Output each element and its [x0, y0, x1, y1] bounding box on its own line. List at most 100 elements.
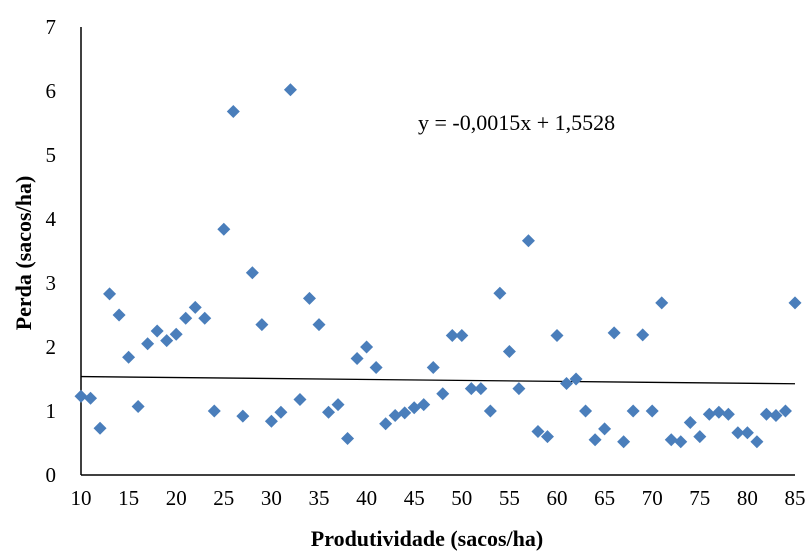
y-tick-label: 6	[46, 79, 57, 103]
data-point	[769, 408, 783, 422]
data-point	[103, 287, 117, 301]
data-point	[550, 328, 564, 342]
x-tick-label: 70	[642, 486, 663, 510]
data-point	[179, 311, 193, 325]
data-point	[417, 398, 431, 412]
y-tick-label: 1	[46, 399, 57, 423]
data-point	[236, 409, 250, 423]
data-point	[322, 405, 336, 419]
data-point	[207, 404, 221, 418]
data-point	[141, 337, 155, 351]
data-point	[464, 382, 478, 396]
data-point	[588, 433, 602, 447]
data-point	[569, 372, 583, 386]
data-point	[160, 334, 174, 348]
data-point	[93, 421, 107, 435]
data-point	[607, 326, 621, 340]
x-tick-label: 15	[118, 486, 139, 510]
data-point	[645, 404, 659, 418]
data-point	[398, 406, 412, 420]
data-point	[598, 422, 612, 436]
x-tick-label: 50	[451, 486, 472, 510]
data-point	[788, 296, 802, 310]
data-point	[150, 324, 164, 338]
y-tick-label: 7	[46, 15, 57, 39]
data-point	[693, 430, 707, 444]
data-point	[778, 404, 792, 418]
data-point	[512, 382, 526, 396]
data-point	[360, 340, 374, 354]
y-tick-label: 3	[46, 271, 57, 295]
data-point	[217, 222, 231, 236]
data-point	[502, 344, 516, 358]
data-point	[655, 296, 669, 310]
x-tick-label: 30	[261, 486, 282, 510]
y-tick-label: 5	[46, 143, 57, 167]
x-tick-label: 85	[785, 486, 806, 510]
data-point	[245, 266, 259, 280]
data-point	[255, 318, 269, 332]
data-point	[759, 407, 773, 421]
data-point	[531, 424, 545, 438]
data-point	[455, 328, 469, 342]
data-point	[283, 83, 297, 97]
data-point	[474, 382, 488, 396]
data-point	[636, 328, 650, 342]
x-axis-title: Produtividade (sacos/ha)	[311, 526, 543, 551]
x-tick-label: 65	[594, 486, 615, 510]
data-point	[169, 327, 183, 341]
x-axis-ticks: 10 15 20 25 30 35 40 45 50 55 60 65 70 75 80 85	[71, 486, 806, 510]
data-point	[540, 430, 554, 444]
data-point	[483, 404, 497, 418]
data-point	[312, 318, 326, 332]
y-tick-label: 0	[46, 463, 57, 487]
x-tick-label: 40	[356, 486, 377, 510]
data-point	[721, 407, 735, 421]
data-point	[302, 291, 316, 305]
data-point	[274, 405, 288, 419]
x-tick-label: 80	[737, 486, 758, 510]
data-point	[493, 286, 507, 300]
data-point	[74, 389, 88, 403]
data-point	[664, 433, 678, 447]
data-point	[226, 104, 240, 118]
data-point	[293, 392, 307, 406]
data-point	[388, 408, 402, 422]
data-point	[122, 350, 136, 364]
data-point	[341, 432, 355, 446]
data-point	[379, 417, 393, 431]
data-points	[74, 83, 802, 449]
data-point	[84, 391, 98, 405]
data-point	[683, 416, 697, 430]
data-point	[674, 435, 688, 449]
x-tick-label: 55	[499, 486, 520, 510]
data-point	[712, 405, 726, 419]
x-tick-label: 35	[309, 486, 330, 510]
x-tick-label: 20	[166, 486, 187, 510]
data-point	[740, 426, 754, 440]
data-point	[198, 311, 212, 325]
data-point	[521, 234, 535, 248]
data-point	[445, 328, 459, 342]
x-tick-label: 10	[71, 486, 92, 510]
x-tick-label: 25	[213, 486, 234, 510]
data-point	[112, 308, 126, 322]
data-point	[188, 300, 202, 314]
data-point	[264, 414, 278, 428]
trendline-equation: y = -0,0015x + 1,5528	[418, 110, 615, 135]
data-point	[331, 398, 345, 412]
x-tick-label: 75	[689, 486, 710, 510]
data-point	[426, 360, 440, 374]
data-point	[560, 376, 574, 390]
data-point	[626, 404, 640, 418]
data-point	[579, 404, 593, 418]
trendline	[80, 375, 796, 385]
y-tick-label: 2	[46, 335, 57, 359]
data-point	[131, 400, 145, 414]
data-point	[436, 387, 450, 401]
x-tick-label: 45	[404, 486, 425, 510]
data-point	[369, 360, 383, 374]
data-point	[350, 352, 364, 366]
y-axis-title: Perda (sacos/ha)	[11, 176, 36, 331]
